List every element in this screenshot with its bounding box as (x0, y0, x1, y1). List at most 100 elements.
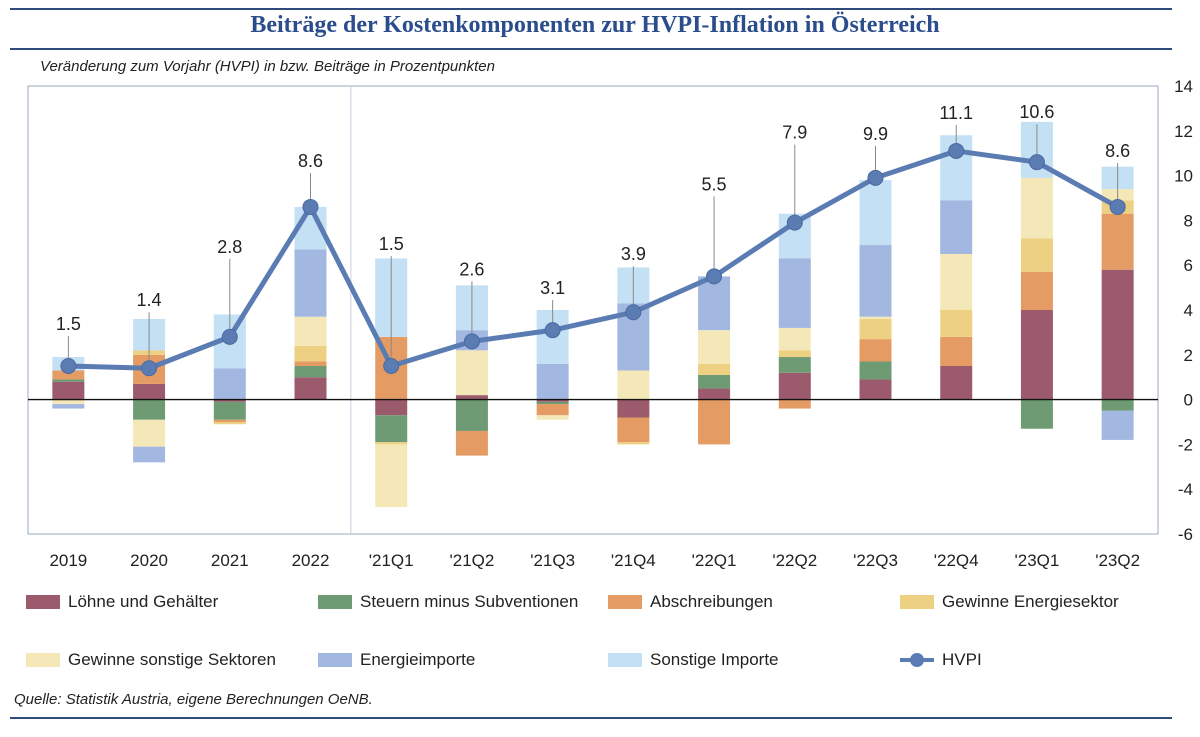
hvpi-point-6 (544, 322, 561, 339)
hvpi-data-label-2: 2.8 (217, 237, 242, 257)
x-tick-label-9: '22Q2 (772, 551, 817, 570)
legend-item-1: Steuern minus Subventionen (318, 592, 578, 612)
bar-0-3 (294, 377, 327, 400)
bar-1-8 (698, 374, 731, 389)
bar-0-13 (1101, 269, 1134, 400)
bar-1-2 (213, 401, 246, 420)
bar-5-6 (536, 363, 569, 400)
x-tick-label-6: '21Q3 (530, 551, 575, 570)
bar-0-9 (778, 372, 811, 400)
bar-2-5 (455, 430, 488, 456)
title-rule (10, 48, 1172, 50)
bar-3-8 (698, 363, 731, 375)
hvpi-point-13 (1109, 198, 1126, 215)
bar-1-1 (133, 399, 166, 420)
bar-0-0 (52, 381, 85, 400)
bar-1-12 (1020, 399, 1053, 429)
legend-swatch-7 (900, 653, 934, 667)
bar-3-7 (617, 442, 650, 445)
y-tick-label-2: -2 (1178, 435, 1193, 454)
bar-1-5 (455, 399, 488, 431)
y-tick-label-3: 0 (1184, 391, 1193, 410)
hvpi-point-5 (463, 333, 480, 350)
hvpi-data-label-1: 1.4 (137, 290, 162, 310)
legend-swatch-6 (608, 653, 642, 667)
bar-5-2 (213, 368, 246, 400)
hvpi-point-12 (1028, 154, 1045, 171)
legend-item-2: Abschreibungen (608, 592, 773, 612)
bar-4-10 (859, 316, 892, 319)
bar-4-8 (698, 330, 731, 364)
bar-3-10 (859, 318, 892, 340)
bar-2-11 (940, 336, 973, 366)
bar-3-12 (1020, 238, 1053, 272)
bar-0-7 (617, 399, 650, 418)
y-tick-label-1: -4 (1178, 480, 1193, 499)
hvpi-point-1 (141, 360, 158, 377)
hvpi-data-label-11: 11.1 (939, 103, 973, 123)
legend-swatch-0 (26, 595, 60, 609)
legend-swatch-1 (318, 595, 352, 609)
source-note: Quelle: Statistik Austria, eigene Berech… (14, 691, 373, 708)
legend-swatch-5 (318, 653, 352, 667)
hvpi-data-label-13: 8.6 (1105, 141, 1130, 161)
hvpi-data-label-9: 7.9 (782, 123, 807, 143)
legend-label-4: Gewinne sonstige Sektoren (68, 650, 276, 669)
hvpi-data-label-12: 10.6 (1019, 102, 1054, 122)
bar-5-8 (698, 276, 731, 331)
x-tick-label-11: '22Q4 (934, 551, 979, 570)
y-tick-label-0: -6 (1178, 525, 1193, 544)
bar-1-6 (536, 401, 569, 405)
bar-3-4 (375, 442, 408, 445)
bar-4-9 (778, 327, 811, 351)
legend-item-0: Löhne und Gehälter (26, 592, 218, 612)
bar-2-0 (52, 370, 85, 380)
y-tick-label-7: 8 (1184, 211, 1193, 230)
hvpi-point-7 (625, 304, 642, 321)
y-tick-label-4: 2 (1184, 346, 1193, 365)
hvpi-point-11 (948, 142, 965, 159)
y-tick-label-8: 10 (1174, 167, 1193, 186)
bar-0-8 (698, 388, 731, 400)
legend-item-6: Sonstige Importe (608, 650, 779, 670)
hvpi-point-10 (867, 169, 884, 186)
bar-0-10 (859, 379, 892, 400)
bar-1-4 (375, 415, 408, 443)
bar-5-3 (294, 249, 327, 317)
bar-2-2 (213, 419, 246, 422)
bar-1-10 (859, 361, 892, 380)
hvpi-point-0 (60, 358, 77, 374)
x-tick-label-4: '21Q1 (369, 551, 414, 570)
bar-2-3 (294, 361, 327, 366)
bar-2-13 (1101, 213, 1134, 270)
legend-item-7: HVPI (900, 650, 982, 670)
bar-5-9 (778, 258, 811, 328)
legend-item-4: Gewinne sonstige Sektoren (26, 650, 276, 670)
chart-subtitle: Veränderung zum Vorjahr (HVPI) in bzw. B… (40, 58, 495, 75)
bar-5-11 (940, 200, 973, 254)
hvpi-line (68, 148, 1119, 371)
hvpi-data-label-5: 2.6 (459, 259, 484, 279)
x-tick-label-12: '23Q1 (1015, 551, 1060, 570)
legend-label-2: Abschreibungen (650, 592, 773, 611)
legend-swatch-2 (608, 595, 642, 609)
legend-label-5: Energieimporte (360, 650, 476, 669)
bar-4-0 (52, 399, 85, 405)
bar-3-11 (940, 310, 973, 337)
x-tick-label-7: '21Q4 (611, 551, 656, 570)
bar-2-6 (536, 404, 569, 416)
y-tick-label-10: 14 (1174, 77, 1193, 96)
hvpi-data-label-10: 9.9 (863, 124, 888, 144)
bar-5-1 (133, 446, 166, 463)
bar-4-6 (536, 415, 569, 420)
y-tick-label-5: 4 (1184, 301, 1193, 320)
legend-label-3: Gewinne Energiesektor (942, 592, 1119, 611)
legend-label-0: Löhne und Gehälter (68, 592, 219, 611)
x-tick-label-8: '22Q1 (692, 551, 737, 570)
hvpi-point-2 (221, 328, 238, 345)
bar-5-10 (859, 245, 892, 317)
bar-1-9 (778, 357, 811, 373)
bar-0-6 (536, 399, 569, 402)
bar-4-3 (294, 316, 327, 346)
chart-area: -6 -4 -2 0 2 4 6 8 10 12 14 2019 2020 2021 2022 '21Q1 '2… (27, 77, 1193, 570)
